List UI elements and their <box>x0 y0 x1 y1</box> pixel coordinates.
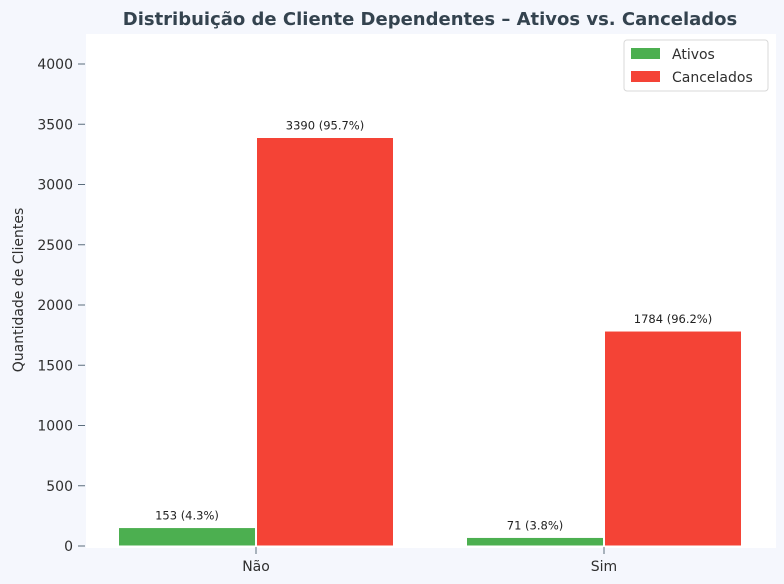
y-tick-label: 3000 <box>37 178 73 194</box>
chart-title: Distribuição de Cliente Dependentes – At… <box>123 9 738 30</box>
legend-swatch-ativos <box>631 48 660 59</box>
legend-label-cancelados: Cancelados <box>672 70 753 86</box>
bar-cancelados-1 <box>604 330 742 547</box>
legend: Ativos Cancelados <box>623 39 769 92</box>
y-tick-label: 2000 <box>37 298 73 314</box>
y-tick-label: 0 <box>64 539 73 555</box>
bar-ativos-0 <box>118 527 256 547</box>
y-tick-label: 500 <box>46 479 73 495</box>
bar-value-labels: 153 (4.3%) 71 (3.8%) 3390 (95.7%) 1784 (96.… <box>155 119 712 533</box>
bar-value-label: 3390 (95.7%) <box>286 119 364 133</box>
bar-value-label: 71 (3.8%) <box>507 518 563 532</box>
y-tick-label: 4000 <box>37 57 73 73</box>
x-axis: Não Sim <box>242 547 617 575</box>
y-axis: 0 500 1000 1500 2000 2500 3000 3500 4000 <box>37 57 85 555</box>
bar-cancelados-0 <box>256 137 394 547</box>
y-tick-label: 3500 <box>37 117 73 133</box>
bars <box>118 137 742 547</box>
y-tick-label: 1000 <box>37 419 73 435</box>
x-tick-label: Sim <box>591 559 617 575</box>
y-axis-label: Quantidade de Clientes <box>11 208 27 373</box>
bar-value-label: 153 (4.3%) <box>155 509 219 523</box>
y-tick-label: 2500 <box>37 238 73 254</box>
legend-label-ativos: Ativos <box>672 47 715 63</box>
x-tick-label: Não <box>242 559 270 575</box>
legend-swatch-cancelados <box>631 71 660 82</box>
y-tick-label: 1500 <box>37 358 73 374</box>
bar-value-label: 1784 (96.2%) <box>634 312 712 326</box>
bar-ativos-1 <box>466 536 604 547</box>
